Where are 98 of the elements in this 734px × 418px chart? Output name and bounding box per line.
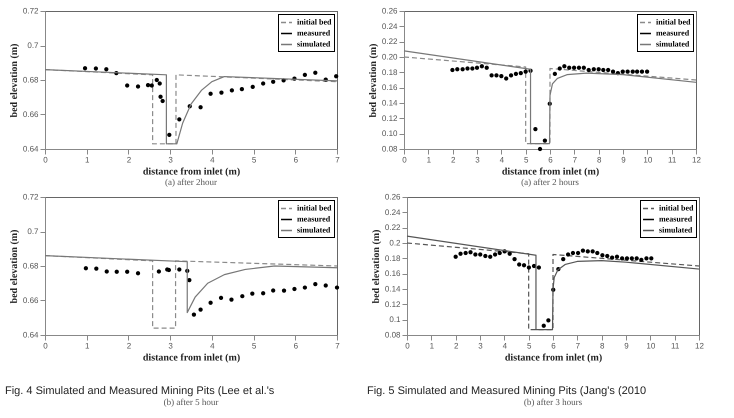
x-tick-label: 7 bbox=[572, 156, 578, 164]
y-tick-label: 0.24 bbox=[384, 208, 402, 217]
x-axis-title: distance from inlet (m) bbox=[142, 352, 240, 364]
x-tick-label: 8 bbox=[600, 342, 605, 350]
text: (b) after 5 hour bbox=[164, 397, 218, 407]
y-tick-label: 0.7 bbox=[27, 227, 40, 236]
legend-label: simulated bbox=[656, 40, 690, 48]
y-tick-label: 0.14 bbox=[384, 284, 402, 294]
x-tick-label: 9 bbox=[624, 342, 630, 350]
x-tick-label: 6 bbox=[294, 156, 299, 164]
y-tick-label: 0.24 bbox=[382, 22, 398, 31]
x-tick-label: 7 bbox=[335, 156, 340, 164]
x-tick-label: 3 bbox=[475, 156, 480, 164]
y-tick-label: 0.72 bbox=[22, 192, 40, 202]
legend-label: measured bbox=[297, 28, 331, 38]
y-tick-label: 0.72 bbox=[22, 6, 40, 16]
x-tick-label: 3 bbox=[168, 156, 174, 164]
legend-label: initial bed bbox=[297, 18, 332, 26]
x-tick-label: 10 bbox=[643, 156, 653, 164]
x-tick-label: 0 bbox=[405, 342, 410, 350]
y-tick-label: 0.1 bbox=[389, 315, 402, 324]
legend-label: initial bed bbox=[656, 18, 692, 26]
y-tick-label: 0.22 bbox=[382, 37, 398, 46]
x-tick-label: 7 bbox=[576, 342, 581, 350]
y-axis-title: bed elevation (m) bbox=[8, 230, 20, 304]
y-tick-label: 0.64 bbox=[22, 330, 40, 340]
y-tick-label: 0.08 bbox=[382, 144, 398, 154]
y-tick-label: 0.16 bbox=[382, 83, 398, 92]
legend-label: simulated bbox=[297, 226, 331, 234]
x-tick-label: 6 bbox=[551, 342, 556, 350]
y-axis-title: bed elevation (m) bbox=[368, 44, 379, 118]
y-tick-label: 0.26 bbox=[382, 6, 398, 16]
x-tick-label: 4 bbox=[502, 342, 508, 350]
legend-label: simulated bbox=[297, 40, 331, 48]
y-tick-label: 0.26 bbox=[384, 192, 402, 202]
legend-label: initial bed bbox=[297, 204, 332, 212]
caption: Fig. 5 Simulated and Measured Mining Pits (Jang's (2010 bbox=[367, 385, 646, 397]
x-tick-label: 2 bbox=[450, 156, 456, 164]
x-tick-label: 11 bbox=[668, 156, 677, 164]
x-tick-label: 7 bbox=[335, 342, 340, 350]
x-tick-label: 6 bbox=[548, 156, 554, 164]
x-tick-label: 1 bbox=[84, 156, 90, 164]
x-tick-label: 10 bbox=[646, 342, 656, 350]
x-axis-title: distance from inlet (m) bbox=[142, 166, 240, 178]
legend-label: measured bbox=[297, 214, 331, 224]
text: (a) after 2 hours bbox=[521, 177, 580, 187]
y-tick-label: 0.12 bbox=[382, 114, 398, 123]
x-tick-label: 1 bbox=[426, 156, 432, 164]
x-tick-label: 12 bbox=[695, 342, 704, 350]
x-tick-label: 0 bbox=[43, 342, 48, 350]
legend-label: initial bed bbox=[659, 204, 694, 212]
y-tick-label: 0.64 bbox=[22, 144, 40, 154]
legend-label: measured bbox=[656, 28, 690, 38]
x-tick-label: 2 bbox=[126, 156, 132, 164]
x-tick-label: 11 bbox=[671, 342, 680, 350]
x-tick-label: 6 bbox=[294, 342, 299, 350]
x-tick-label: 5 bbox=[524, 156, 529, 164]
x-tick-label: 4 bbox=[210, 156, 216, 164]
legend-label: simulated bbox=[659, 226, 693, 234]
y-tick-label: 0.68 bbox=[22, 262, 40, 270]
y-tick-label: 0.66 bbox=[22, 296, 40, 305]
x-tick-label: 5 bbox=[252, 156, 257, 164]
x-tick-label: 4 bbox=[210, 342, 216, 350]
legend-label: measured bbox=[659, 214, 693, 224]
x-tick-label: 1 bbox=[84, 342, 90, 350]
text: (b) after 3 hours bbox=[524, 397, 583, 407]
y-tick-label: 0.22 bbox=[384, 223, 402, 232]
y-tick-label: 0.7 bbox=[27, 41, 40, 50]
y-tick-label: 0.14 bbox=[382, 98, 398, 108]
y-tick-label: 0.66 bbox=[22, 110, 40, 119]
x-tick-label: 4 bbox=[500, 156, 505, 164]
y-tick-label: 0.2 bbox=[389, 238, 402, 248]
y-axis-title: bed elevation (m) bbox=[8, 44, 20, 118]
y-tick-label: 0.16 bbox=[384, 269, 402, 278]
y-tick-label: 0.10 bbox=[382, 129, 398, 138]
y-tick-label: 0.18 bbox=[384, 254, 402, 263]
x-tick-label: 8 bbox=[596, 156, 602, 164]
x-axis-title: distance from inlet (m) bbox=[502, 166, 600, 178]
x-tick-label: 0 bbox=[402, 156, 408, 164]
x-tick-label: 5 bbox=[526, 342, 532, 350]
x-tick-label: 2 bbox=[126, 342, 132, 350]
x-tick-label: 12 bbox=[692, 156, 702, 164]
x-tick-label: 5 bbox=[252, 342, 257, 350]
y-axis-title: bed elevation (m) bbox=[370, 230, 382, 304]
y-tick-label: 0.68 bbox=[22, 76, 40, 84]
text: (a) after 2hour bbox=[165, 177, 217, 187]
x-axis-title: distance from inlet (m) bbox=[504, 352, 602, 364]
y-tick-label: 0.08 bbox=[384, 330, 402, 340]
x-tick-label: 2 bbox=[454, 342, 459, 350]
x-tick-label: 1 bbox=[430, 342, 435, 350]
x-tick-label: 9 bbox=[621, 156, 626, 164]
y-tick-label: 0.20 bbox=[382, 52, 398, 62]
caption: Fig. 4 Simulated and Measured Mining Pits (Lee et al.'s bbox=[5, 385, 275, 397]
y-tick-label: 0.18 bbox=[382, 68, 398, 77]
x-tick-label: 0 bbox=[43, 156, 48, 164]
y-tick-label: 0.12 bbox=[384, 300, 402, 309]
x-tick-label: 3 bbox=[478, 342, 484, 350]
x-tick-label: 3 bbox=[168, 342, 174, 350]
